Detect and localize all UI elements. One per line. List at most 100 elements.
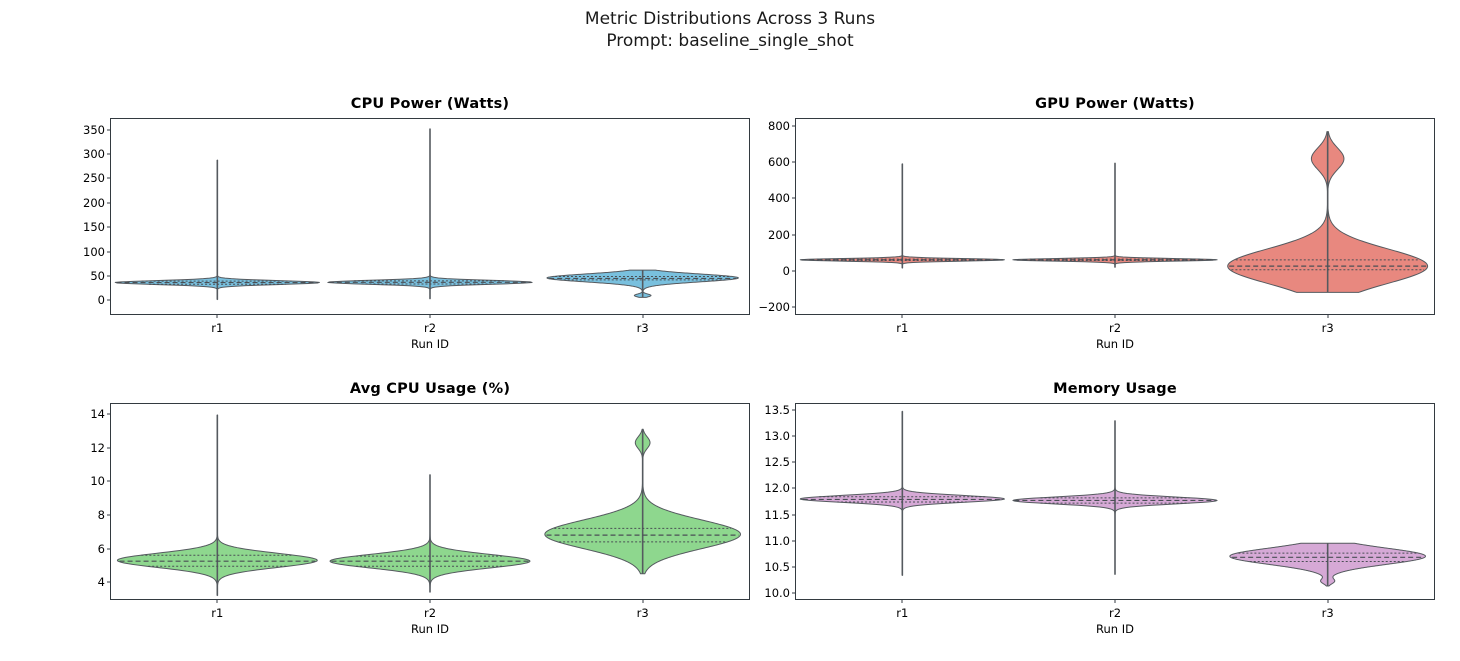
violin-r1 — [114, 159, 320, 301]
y-axis-tick-mark — [107, 202, 111, 204]
y-axis-tick-mark — [792, 487, 796, 489]
plot-axes: 10.0 10.5 11.0 11.5 12.0 12.5 13.0 13.5 r1 r2 r3 — [764, 403, 1435, 620]
y-axis-tick-label: 12.5 — [764, 455, 790, 470]
x-axis-tick-mark — [642, 599, 644, 603]
y-axis-tick-mark — [107, 299, 111, 301]
y-axis-tick-label: 11.0 — [764, 533, 790, 548]
x-axis-tick-label: r3 — [1321, 321, 1334, 335]
x-axis-tick-mark — [429, 314, 431, 318]
y-axis-tick-mark — [107, 581, 111, 583]
y-axis-tick-label: 100 — [83, 244, 105, 259]
y-axis-tick-label: 400 — [768, 191, 790, 206]
y-axis-tick-label: 350 — [83, 122, 105, 137]
violin-r3 — [1227, 131, 1429, 293]
x-axis-tick-label: r2 — [1108, 321, 1122, 335]
y-axis-tick-label: 800 — [768, 119, 790, 134]
y-axis-tick-mark — [792, 461, 796, 463]
x-axis-tick-mark — [1114, 599, 1116, 603]
y-axis-tick-label: 10.5 — [764, 559, 790, 574]
x-axis-label: Run ID — [411, 337, 449, 351]
y-axis-tick-mark — [792, 197, 796, 199]
suptitle-line-1: Metric Distributions Across 3 Runs — [584, 9, 876, 29]
y-axis-tick-mark — [107, 275, 111, 277]
violin-r3 — [1229, 542, 1426, 587]
y-axis-tick-label: 0 — [97, 293, 105, 308]
y-axis-tick-label: 250 — [83, 171, 105, 186]
x-axis-tick-mark — [1114, 314, 1116, 318]
y-axis-tick-label: 4 — [97, 575, 105, 590]
violin-plot-svg — [799, 410, 1426, 587]
y-axis-tick-mark — [107, 251, 111, 253]
y-axis-tick-mark — [107, 447, 111, 449]
x-axis-tick-label: r3 — [636, 321, 649, 335]
violin-r3 — [546, 269, 739, 298]
y-axis-tick-mark — [792, 161, 796, 163]
y-axis-tick-label: 10.0 — [764, 585, 790, 600]
y-axis-tick-label: 600 — [768, 155, 790, 170]
x-axis-tick-mark — [429, 599, 431, 603]
y-axis-tick-label: 8 — [97, 507, 105, 522]
plot-axes: 4 6 8 10 12 14 r1 r2 r3 — [90, 403, 750, 620]
plot-axes: −200 0 200 400 600 800 r1 r2 r3 — [758, 118, 1435, 335]
subplot-title: Memory Usage — [1053, 381, 1177, 397]
x-axis-tick-label: r2 — [423, 321, 437, 335]
y-axis-tick-label: 6 — [97, 541, 105, 556]
violin-plot-svg — [114, 128, 739, 301]
x-axis-tick-label: r3 — [1321, 606, 1334, 620]
subplot-gpu-power: GPU Power (Watts) −200 0 200 400 600 800 r1 r2 r… — [758, 96, 1435, 360]
y-axis-tick-label: 300 — [83, 147, 105, 162]
x-axis-tick-label: r2 — [1108, 606, 1122, 620]
violin-r2 — [1012, 162, 1218, 268]
x-axis-tick-label: r1 — [896, 606, 909, 620]
x-axis-tick-label: r1 — [896, 321, 909, 335]
y-axis-tick-mark — [107, 548, 111, 550]
y-axis-tick-mark — [792, 125, 796, 127]
x-axis-tick-label: r1 — [211, 321, 224, 335]
y-axis-tick-label: −200 — [758, 299, 790, 314]
y-axis-tick-label: 10 — [90, 474, 105, 489]
subplot-memory-usage: Memory Usage 10.0 10.5 11.0 11.5 12.0 12.5 13.… — [764, 381, 1435, 645]
y-axis-tick-label: 13.5 — [764, 403, 790, 418]
y-axis-tick-label: 14 — [90, 407, 105, 422]
x-axis-tick-label: r1 — [211, 606, 224, 620]
y-axis-tick-mark — [107, 153, 111, 155]
plot-axes: 0 50 100 150 200 250 300 350 r1 r2 r3 — [83, 118, 750, 335]
y-axis-tick-mark — [792, 234, 796, 236]
x-axis-label: Run ID — [1096, 622, 1134, 636]
x-axis-tick-mark — [1327, 599, 1329, 603]
y-axis-tick-mark — [792, 306, 796, 308]
x-axis-tick-mark — [901, 599, 903, 603]
suptitle-line-2: Prompt: baseline_single_shot — [606, 31, 854, 52]
y-axis-tick-mark — [792, 409, 796, 411]
subplot-title: CPU Power (Watts) — [350, 96, 510, 112]
y-axis-tick-label: 200 — [83, 195, 105, 210]
violin-r2 — [327, 128, 533, 300]
y-axis-tick-label: 0 — [782, 263, 790, 278]
violin-r3 — [544, 428, 741, 575]
x-axis-tick-label: r2 — [423, 606, 437, 620]
subplot-cpu-power: CPU Power (Watts) 0 50 100 150 200 250 300 350 r… — [83, 96, 750, 360]
y-axis-tick-mark — [107, 514, 111, 516]
y-axis-tick-mark — [107, 480, 111, 482]
y-axis-tick-mark — [792, 514, 796, 516]
x-axis-label: Run ID — [1096, 337, 1134, 351]
x-axis-tick-mark — [642, 314, 644, 318]
y-axis-tick-label: 200 — [768, 227, 790, 242]
figure-suptitle: Metric Distributions Across 3 Runs Promp… — [0, 8, 1460, 53]
y-axis-tick-label: 12.0 — [764, 481, 790, 496]
y-axis-tick-mark — [107, 226, 111, 228]
violin-r1 — [799, 410, 1005, 577]
y-axis-tick-mark — [107, 129, 111, 131]
violin-r2 — [1012, 420, 1218, 575]
violin-r2 — [329, 474, 531, 593]
y-axis-tick-label: 12 — [90, 440, 105, 455]
violin-r1 — [116, 414, 318, 597]
x-axis-tick-mark — [1327, 314, 1329, 318]
violin-plot-svg — [799, 131, 1429, 293]
y-axis-tick-mark — [107, 413, 111, 415]
y-axis-tick-mark — [792, 592, 796, 594]
x-axis-tick-mark — [216, 599, 218, 603]
subplot-avg-cpu-usage: Avg CPU Usage (%) 4 6 8 10 12 14 r1 r2 r3 Run ID — [90, 381, 750, 645]
y-axis-tick-label: 150 — [83, 220, 105, 235]
